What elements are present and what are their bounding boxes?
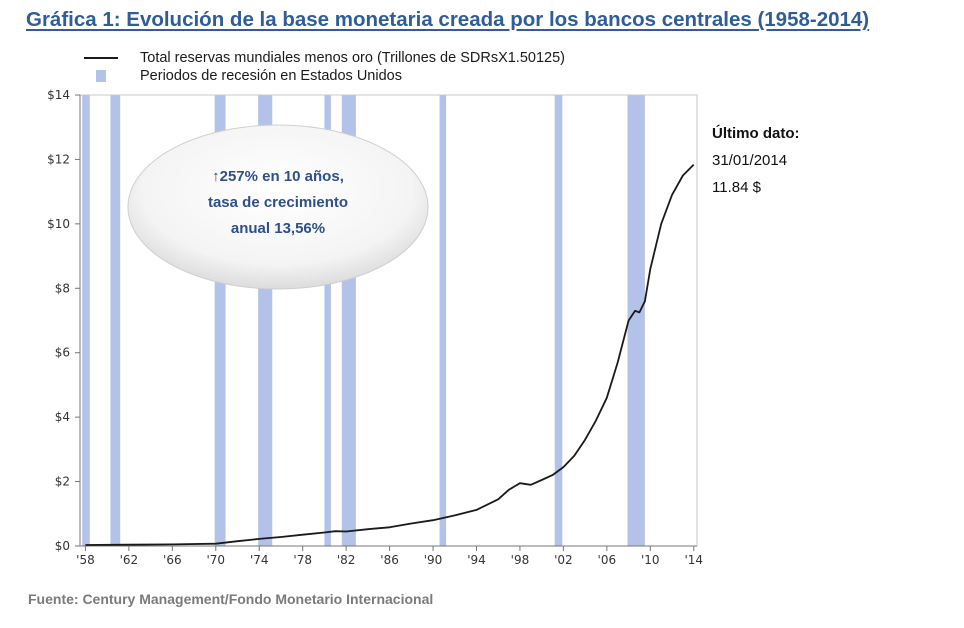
y-tick-label: $4 [55, 410, 70, 424]
x-tick-label: '06 [598, 553, 617, 567]
recession-band-5 [324, 95, 331, 546]
annotation-line-2: tasa de crecimiento [207, 194, 349, 211]
y-tick-label: $10 [47, 217, 70, 231]
x-axis: '58 '62 '66 '70 '74 '78 '82 '86 '90 '94 '98 '02 '06 '… [76, 545, 703, 567]
x-tick-label: '94 [467, 553, 486, 567]
annotation-bubble [127, 124, 429, 290]
annotation-line-3: anual 13,56% [230, 220, 326, 237]
series-line-1 [85, 163, 695, 546]
annotation-line-1: ↑257% en 10 años, [212, 168, 344, 185]
legend-line-entry: Total reservas mundiales menos oro (Tril… [84, 50, 565, 66]
last-data-date: 31/01/2014 [712, 152, 788, 169]
x-tick-label: '02 [554, 553, 573, 567]
legend-line-swatch [84, 57, 118, 59]
x-tick-label: '66 [163, 553, 182, 567]
legend-line-label: Total reservas mundiales menos oro (Tril… [140, 50, 565, 66]
y-tick-label: $6 [55, 346, 70, 360]
recession-band-9 [627, 95, 645, 546]
x-tick-label: '98 [511, 553, 530, 567]
x-tick-label: '90 [424, 553, 443, 567]
y-tick-label: $2 [55, 475, 70, 489]
recession-bands [82, 95, 645, 546]
x-tick-label: '58 [76, 553, 95, 567]
annotation-text: ↑257% en 10 años, tasa de crecimiento an… [168, 164, 388, 242]
recession-band-3 [214, 95, 226, 546]
last-data-heading: Último dato: [712, 125, 800, 142]
source-note: Fuente: Century Management/Fondo Monetar… [28, 591, 434, 607]
x-tick-label: '78 [293, 553, 312, 567]
y-tick-label: $0 [55, 539, 70, 553]
y-tick-label: $14 [47, 88, 70, 102]
x-tick-label: '62 [120, 553, 139, 567]
recession-band-7 [439, 95, 447, 546]
x-tick-label: '74 [250, 553, 269, 567]
chart-title: Gráfica 1: Evolución de la base monetari… [26, 8, 870, 31]
y-tick-label: $12 [47, 152, 70, 166]
series-group [85, 163, 695, 546]
legend-band-entry: Periodos de recesión en Estados Unidos [84, 68, 402, 84]
recession-band-1 [82, 95, 90, 546]
last-data-box: Último dato: 31/01/2014 11.84 $ [712, 120, 800, 201]
legend-band-swatch [96, 70, 106, 82]
x-tick-label: '86 [380, 553, 399, 567]
recession-band-8 [554, 95, 563, 546]
x-tick-label: '10 [641, 553, 660, 567]
legend-band-label: Periodos de recesión en Estados Unidos [140, 68, 402, 84]
y-tick-label: $8 [55, 281, 70, 295]
x-tick-label: '70 [206, 553, 225, 567]
y-axis: $0 $2 $4 $6 $8 $10 $12 $14 [47, 88, 81, 553]
last-data-value: 11.84 $ [712, 179, 761, 196]
recession-band-2 [110, 95, 121, 546]
x-tick-label: '82 [337, 553, 356, 567]
x-tick-label: '14 [684, 553, 703, 567]
